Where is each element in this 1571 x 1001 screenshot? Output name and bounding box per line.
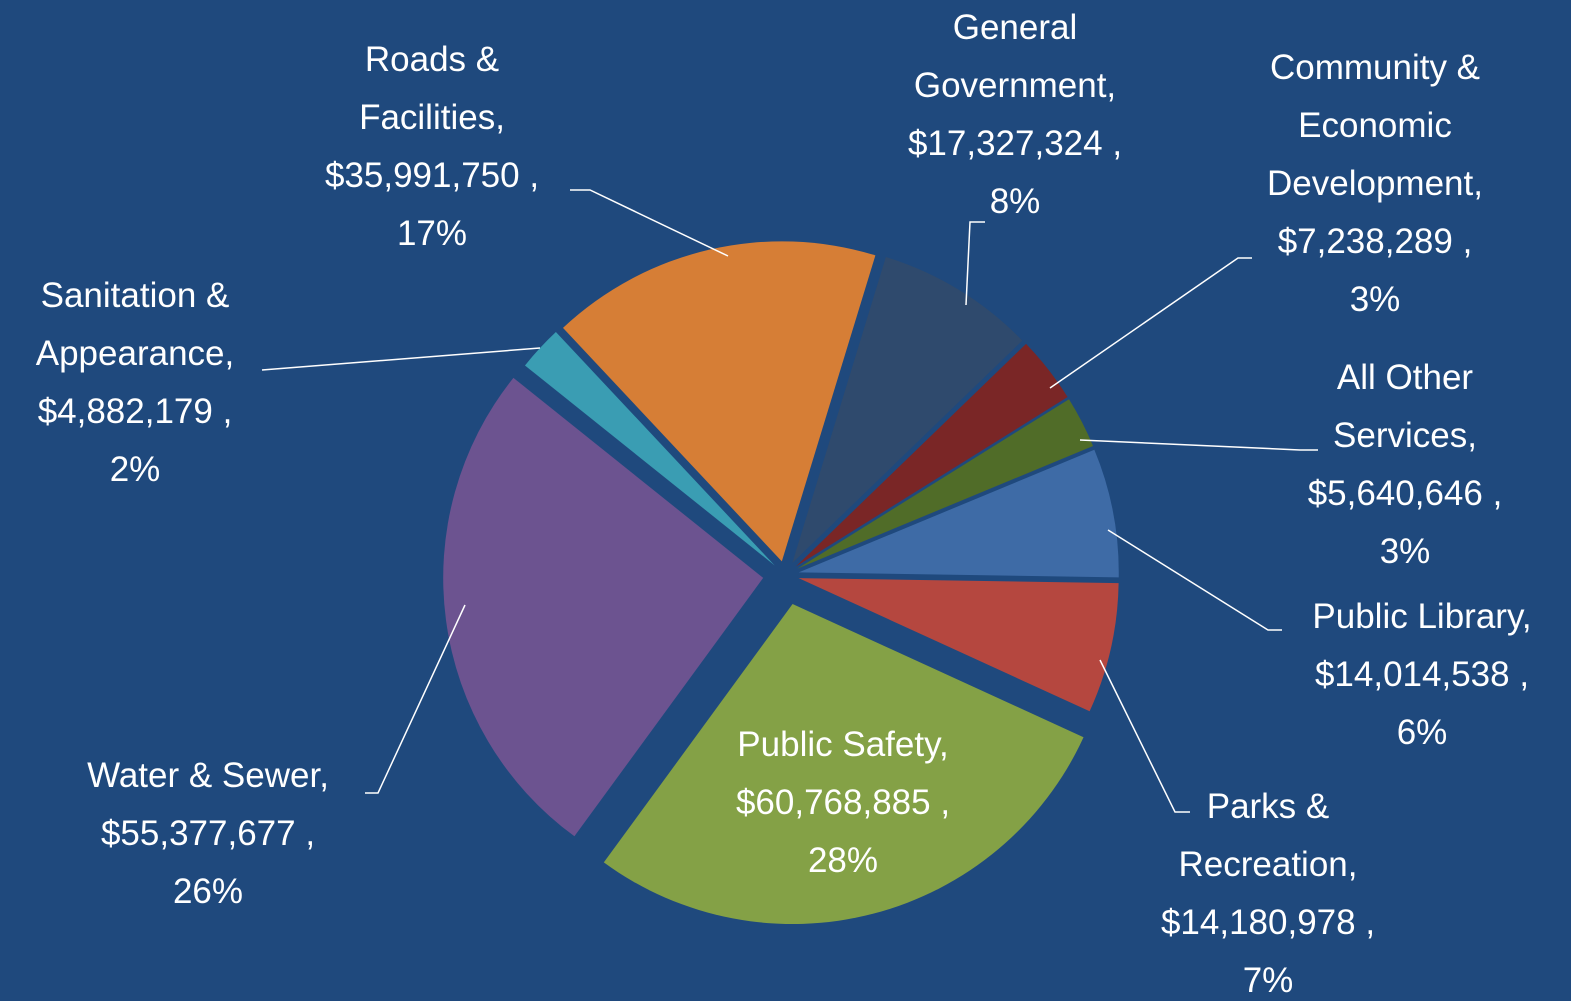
category-label: Water & Sewer,: [87, 756, 329, 795]
category-label: All Other Services,: [1333, 358, 1477, 455]
value-label: $17,327,324 ,: [907, 124, 1123, 163]
percent-label: 17%: [396, 214, 468, 253]
leader-line: [965, 221, 985, 306]
percent-label: 3%: [1379, 532, 1431, 571]
category-label: Roads & Facilities,: [359, 40, 505, 137]
value-label: $4,882,179 ,: [37, 392, 233, 431]
category-label: General Government,: [913, 8, 1117, 105]
value-label: $14,014,538 ,: [1314, 655, 1530, 694]
pie-slice: [798, 578, 1119, 712]
percent-label: 26%: [172, 872, 244, 911]
data-label: Public Library, $14,014,538 , 6%: [1272, 588, 1571, 762]
leader-line: [1099, 659, 1190, 813]
data-label: Public Safety, $60,768,885 , 28%: [683, 716, 1003, 890]
pie-slice: [792, 257, 1023, 564]
pie-slice: [798, 449, 1119, 578]
percent-label: 7%: [1242, 961, 1294, 1000]
pie-slice: [443, 377, 764, 837]
leader-line: [570, 189, 729, 257]
data-label: Water & Sewer, $55,377,677 , 26%: [43, 747, 373, 921]
leader-line: [365, 604, 466, 794]
value-label: $35,991,750 ,: [324, 156, 540, 195]
value-label: $7,238,289 ,: [1277, 222, 1473, 261]
data-label: All Other Services, $5,640,646 , 3%: [1285, 349, 1525, 581]
category-label: Public Safety,: [737, 725, 949, 764]
value-label: $60,768,885 ,: [735, 783, 951, 822]
pie-slice: [797, 399, 1094, 569]
leader-line: [1079, 439, 1318, 451]
percent-label: 28%: [807, 841, 879, 880]
leader-line: [261, 347, 541, 371]
percent-label: 6%: [1396, 713, 1448, 752]
percent-label: 2%: [109, 450, 161, 489]
data-label: Parks & Recreation, $14,180,978 , 7%: [1138, 778, 1398, 1001]
value-label: $14,180,978 ,: [1160, 903, 1376, 942]
percent-label: 3%: [1349, 280, 1401, 319]
data-label: Roads & Facilities, $35,991,750 , 17%: [302, 31, 562, 263]
category-label: Public Library,: [1312, 597, 1532, 636]
leader-line: [1107, 529, 1282, 631]
pie-slice: [524, 332, 775, 566]
value-label: $55,377,677 ,: [100, 814, 316, 853]
category-label: Sanitation & Appearance,: [35, 276, 235, 373]
category-label: Parks & Recreation,: [1178, 787, 1358, 884]
pie-slice: [603, 604, 1084, 925]
data-label: Community & Economic Development, $7,238,…: [1225, 39, 1525, 329]
category-label: Community & Economic Development,: [1267, 48, 1483, 203]
data-label: General Government, $17,327,324 , 8%: [870, 0, 1160, 231]
pie-slice: [562, 241, 876, 562]
pie-slice: [796, 343, 1068, 567]
value-label: $5,640,646 ,: [1307, 474, 1503, 513]
leader-line: [1049, 257, 1252, 389]
data-label: Sanitation & Appearance, $4,882,179 , 2%: [0, 267, 270, 499]
percent-label: 8%: [989, 182, 1041, 221]
